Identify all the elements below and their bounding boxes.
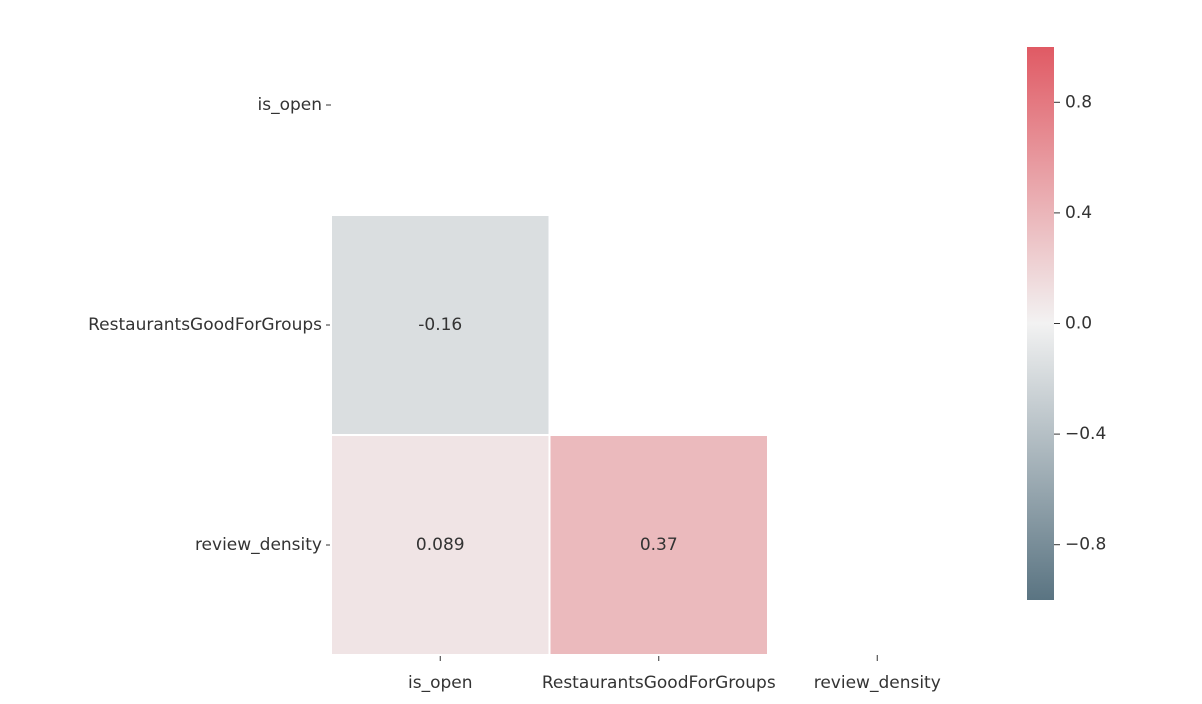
colorbar	[1027, 47, 1054, 600]
heatmap-cell	[548, 434, 769, 656]
colorbar-tick-label: 0.4	[1065, 203, 1092, 223]
colorbar-tick-label: −0.8	[1065, 535, 1106, 555]
x-tick-label: RestaurantsGoodForGroups	[542, 673, 776, 693]
cell-label: -0.16	[418, 315, 462, 335]
cell-label: 0.37	[640, 535, 678, 555]
cell-label: 0.089	[416, 535, 465, 555]
x-tick-label: is_open	[408, 673, 473, 693]
y-tick-label: review_density	[195, 535, 322, 555]
y-tick-label: RestaurantsGoodForGroups	[88, 315, 322, 335]
colorbar-tick-label: 0.0	[1065, 314, 1092, 334]
y-tick-label: is_open	[257, 95, 322, 115]
x-tick-label: review_density	[814, 673, 941, 693]
colorbar-tick-label: −0.4	[1065, 424, 1106, 444]
colorbar-tick-label: 0.8	[1065, 92, 1092, 112]
